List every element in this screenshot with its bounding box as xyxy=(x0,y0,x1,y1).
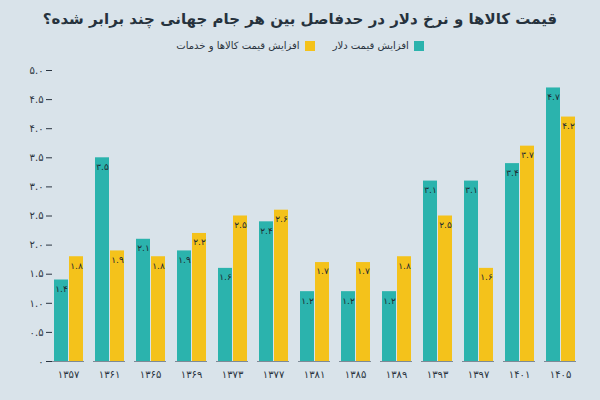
svg-text:۱.۲: ۱.۲ xyxy=(383,296,396,306)
svg-text:۴.۰: ۴.۰ xyxy=(30,123,44,134)
svg-text:۳.۰: ۳.۰ xyxy=(30,181,44,192)
svg-text:۱.۰: ۱.۰ xyxy=(30,298,44,309)
html-text:افزایش قیمت کالاها و خدمات: افزایش قیمت کالاها و خدمات xyxy=(176,39,300,51)
svg-text:۱۳۸۹: ۱۳۸۹ xyxy=(386,369,407,380)
svg-text:۳.۵: ۳.۵ xyxy=(30,152,44,163)
html-text:افزایش قیمت دلار: افزایش قیمت دلار xyxy=(332,39,409,51)
svg-text:۰.۵: ۰.۵ xyxy=(30,327,44,338)
svg-text:۱۳۹۳: ۱۳۹۳ xyxy=(427,369,449,380)
svg-text:۳.۷: ۳.۷ xyxy=(521,150,534,160)
svg-text:۲.۴: ۲.۴ xyxy=(260,226,273,236)
svg-text:۱۳۶۵: ۱۳۶۵ xyxy=(140,369,161,380)
svg-text:۳.۵: ۳.۵ xyxy=(96,162,109,172)
svg-text:۱۳۶۱: ۱۳۶۱ xyxy=(99,369,120,380)
svg-text:۱.۸: ۱.۸ xyxy=(70,261,83,271)
svg-text:۱.۹: ۱.۹ xyxy=(178,255,191,265)
svg-text:۲.۵: ۲.۵ xyxy=(439,220,452,230)
svg-text:۱۳۸۱: ۱۳۸۱ xyxy=(304,369,325,380)
svg-text:۱۳۷۷: ۱۳۷۷ xyxy=(263,369,285,380)
svg-text:۲.۵: ۲.۵ xyxy=(234,220,247,230)
svg-text:۱۳۵۷: ۱۳۵۷ xyxy=(58,369,80,380)
svg-text:۱.۸: ۱.۸ xyxy=(152,261,165,271)
svg-text:۱.۲: ۱.۲ xyxy=(301,296,314,306)
svg-text:۴.۲: ۴.۲ xyxy=(562,121,575,131)
svg-text:۲.۲: ۲.۲ xyxy=(193,237,206,247)
svg-text:۱.۲: ۱.۲ xyxy=(342,296,355,306)
svg-text:۲.۵: ۲.۵ xyxy=(30,210,44,221)
svg-text:۱.۶: ۱.۶ xyxy=(219,272,232,282)
svg-text:۴.۵: ۴.۵ xyxy=(30,94,44,105)
svg-text:۱.۶: ۱.۶ xyxy=(480,272,493,282)
svg-text:۱.۴: ۱.۴ xyxy=(55,284,68,294)
svg-text:۱۳۶۹: ۱۳۶۹ xyxy=(181,369,202,380)
svg-text:۱.۷: ۱.۷ xyxy=(357,266,370,276)
svg-text:۱.۹: ۱.۹ xyxy=(111,255,124,265)
svg-text:۱۴۰۱: ۱۴۰۱ xyxy=(509,369,530,380)
svg-text:۲.۱: ۲.۱ xyxy=(137,243,150,253)
svg-text:۰: ۰ xyxy=(38,356,43,367)
svg-text:۱.۷: ۱.۷ xyxy=(316,266,329,276)
svg-text:۳.۱: ۳.۱ xyxy=(465,185,478,195)
html-text:قیمت کالاها و نرخ دلار در حدفا: قیمت کالاها و نرخ دلار در حدفاصل بین هر … xyxy=(42,10,558,28)
svg-text:۱۳۷۳: ۱۳۷۳ xyxy=(222,369,244,380)
svg-text:۱.۸: ۱.۸ xyxy=(398,261,411,271)
svg-text:۵.۰: ۵.۰ xyxy=(30,65,44,76)
svg-text:۴.۷: ۴.۷ xyxy=(547,92,560,102)
svg-text:۳.۱: ۳.۱ xyxy=(424,185,437,195)
svg-text:۱۳۹۷: ۱۳۹۷ xyxy=(468,369,490,380)
svg-text:۳.۴: ۳.۴ xyxy=(506,168,519,178)
svg-text:۱۳۸۵: ۱۳۸۵ xyxy=(345,369,366,380)
svg-text:۱۴۰۵: ۱۴۰۵ xyxy=(550,369,571,380)
svg-text:۲.۰: ۲.۰ xyxy=(30,239,44,250)
svg-text:۱.۵: ۱.۵ xyxy=(30,268,44,279)
svg-text:۲.۶: ۲.۶ xyxy=(275,214,288,224)
